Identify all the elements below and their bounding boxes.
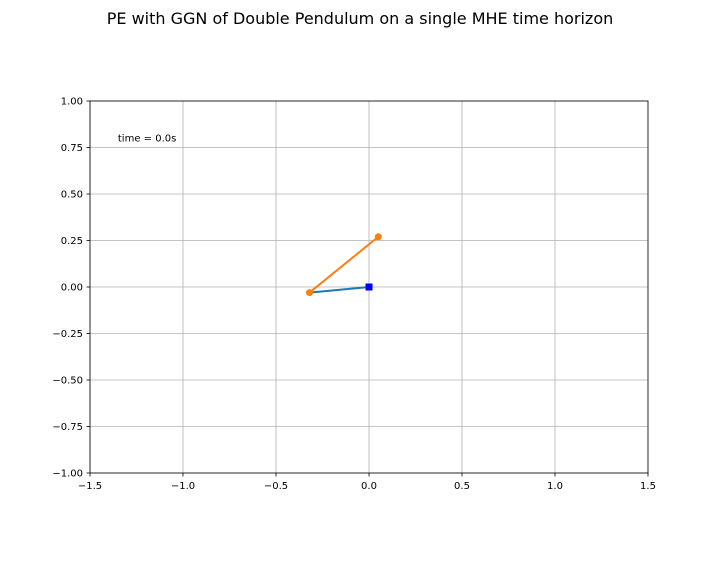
x-tick-label: 1.0 xyxy=(547,481,563,492)
y-tick-label: −0.75 xyxy=(52,422,83,433)
x-tick-label: 0.5 xyxy=(454,481,470,492)
y-tick-label: −0.25 xyxy=(52,329,83,340)
x-tick-label: −1.5 xyxy=(78,481,102,492)
y-tick-label: 0.50 xyxy=(61,190,83,201)
link-2-point xyxy=(305,289,313,297)
link-2-point xyxy=(374,233,382,241)
chart-title: PE with GGN of Double Pendulum on a sing… xyxy=(107,9,614,28)
y-tick-label: 0.25 xyxy=(61,236,83,247)
x-tick-label: 0.0 xyxy=(361,481,377,492)
plot-series xyxy=(305,233,382,297)
pendulum-link-2 xyxy=(308,235,380,294)
x-tick-label: 1.5 xyxy=(640,481,656,492)
x-tick-label: −0.5 xyxy=(264,481,288,492)
time-annotation: time = 0.0s xyxy=(118,134,176,145)
y-tick-label: 1.00 xyxy=(61,97,83,108)
axis-ticks: −1.5 −1.0 −0.5 0.0 0.5 1.0 1.5 1.00 0.75 0.50 0.25… xyxy=(52,97,656,493)
y-tick-label: 0.75 xyxy=(61,143,83,154)
y-tick-label: −1.00 xyxy=(52,469,83,480)
pendulum-link-1 xyxy=(308,286,370,294)
pivot-marker xyxy=(365,283,373,291)
y-tick-label: 0.00 xyxy=(61,283,83,294)
y-tick-label: −0.50 xyxy=(52,376,83,387)
grid xyxy=(89,100,649,474)
x-tick-label: −1.0 xyxy=(171,481,195,492)
